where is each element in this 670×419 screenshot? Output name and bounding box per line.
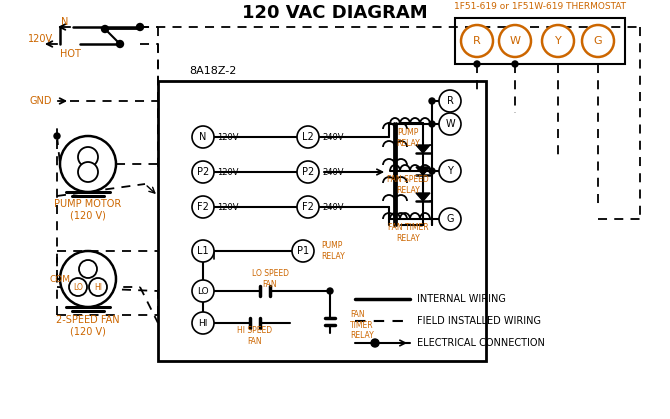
Text: N: N (62, 17, 69, 27)
Text: 8A18Z-2: 8A18Z-2 (190, 66, 237, 76)
Circle shape (60, 136, 116, 192)
Text: L1: L1 (197, 246, 209, 256)
Polygon shape (416, 193, 430, 201)
Circle shape (327, 288, 333, 294)
Text: FIELD INSTALLED WIRING: FIELD INSTALLED WIRING (417, 316, 541, 326)
Circle shape (137, 23, 143, 31)
Circle shape (461, 25, 493, 57)
Text: FAN TIMER
RELAY: FAN TIMER RELAY (388, 223, 428, 243)
Polygon shape (416, 167, 430, 175)
Circle shape (117, 41, 123, 47)
Text: 120V: 120V (217, 132, 239, 142)
Polygon shape (416, 145, 430, 153)
Text: COM: COM (50, 274, 71, 284)
Text: 120V: 120V (217, 168, 239, 176)
Text: Y: Y (555, 36, 561, 46)
Text: N: N (199, 132, 206, 142)
Circle shape (474, 61, 480, 67)
Text: 120V: 120V (28, 34, 53, 44)
Circle shape (439, 113, 461, 135)
Text: HI: HI (198, 318, 208, 328)
Text: 2-SPEED FAN
(120 V): 2-SPEED FAN (120 V) (56, 315, 120, 337)
Text: P2: P2 (302, 167, 314, 177)
Circle shape (499, 25, 531, 57)
Text: LO: LO (197, 287, 209, 295)
Text: W: W (509, 36, 521, 46)
Text: Y: Y (447, 166, 453, 176)
Text: HI SPEED
FAN: HI SPEED FAN (237, 326, 273, 346)
Text: L2: L2 (302, 132, 314, 142)
Text: 1F51-619 or 1F51W-619 THERMOSTAT: 1F51-619 or 1F51W-619 THERMOSTAT (454, 2, 626, 10)
Text: P2: P2 (197, 167, 209, 177)
Circle shape (582, 25, 614, 57)
Circle shape (192, 161, 214, 183)
Circle shape (292, 240, 314, 262)
Text: 240V: 240V (322, 202, 344, 212)
Circle shape (78, 162, 98, 182)
Text: ELECTRICAL CONNECTION: ELECTRICAL CONNECTION (417, 338, 545, 348)
Circle shape (78, 147, 98, 167)
Circle shape (429, 168, 435, 174)
Circle shape (371, 339, 379, 347)
Bar (158, 81, 486, 361)
Text: GND: GND (30, 96, 52, 106)
Text: LO SPEED
FAN: LO SPEED FAN (251, 269, 289, 289)
Text: INTERNAL WIRING: INTERNAL WIRING (417, 294, 506, 304)
Text: R: R (473, 36, 481, 46)
Text: 120V: 120V (217, 202, 239, 212)
Bar (455, 18, 625, 64)
Text: 240V: 240V (322, 132, 344, 142)
Circle shape (192, 240, 214, 262)
Circle shape (297, 196, 319, 218)
Text: F2: F2 (302, 202, 314, 212)
Circle shape (297, 126, 319, 148)
Text: FAN
TIMER
RELAY: FAN TIMER RELAY (350, 310, 374, 340)
Text: LO: LO (73, 282, 83, 292)
Circle shape (101, 26, 109, 33)
Text: 120 VAC DIAGRAM: 120 VAC DIAGRAM (242, 4, 428, 22)
Text: F2: F2 (197, 202, 209, 212)
Circle shape (297, 161, 319, 183)
Circle shape (429, 121, 435, 127)
Circle shape (60, 251, 116, 307)
Circle shape (439, 90, 461, 112)
Circle shape (192, 196, 214, 218)
Circle shape (192, 126, 214, 148)
Circle shape (69, 278, 87, 296)
Text: HOT: HOT (60, 49, 80, 59)
Circle shape (192, 312, 214, 334)
Text: PUMP MOTOR
(120 V): PUMP MOTOR (120 V) (54, 199, 122, 221)
Text: HI: HI (94, 282, 102, 292)
Circle shape (79, 260, 97, 278)
Circle shape (439, 160, 461, 182)
Text: G: G (594, 36, 602, 46)
Circle shape (429, 98, 435, 104)
Circle shape (439, 208, 461, 230)
Circle shape (54, 133, 60, 139)
Circle shape (512, 61, 518, 67)
Circle shape (542, 25, 574, 57)
Text: W: W (445, 119, 455, 129)
Text: G: G (446, 214, 454, 224)
Text: P1: P1 (297, 246, 309, 256)
Circle shape (192, 280, 214, 302)
Text: R: R (447, 96, 454, 106)
Text: 240V: 240V (322, 168, 344, 176)
Text: PUMP
RELAY: PUMP RELAY (396, 128, 420, 148)
Text: PUMP
RELAY: PUMP RELAY (321, 241, 345, 261)
Text: FAN SPEED
RELAY: FAN SPEED RELAY (387, 175, 429, 195)
Circle shape (89, 278, 107, 296)
